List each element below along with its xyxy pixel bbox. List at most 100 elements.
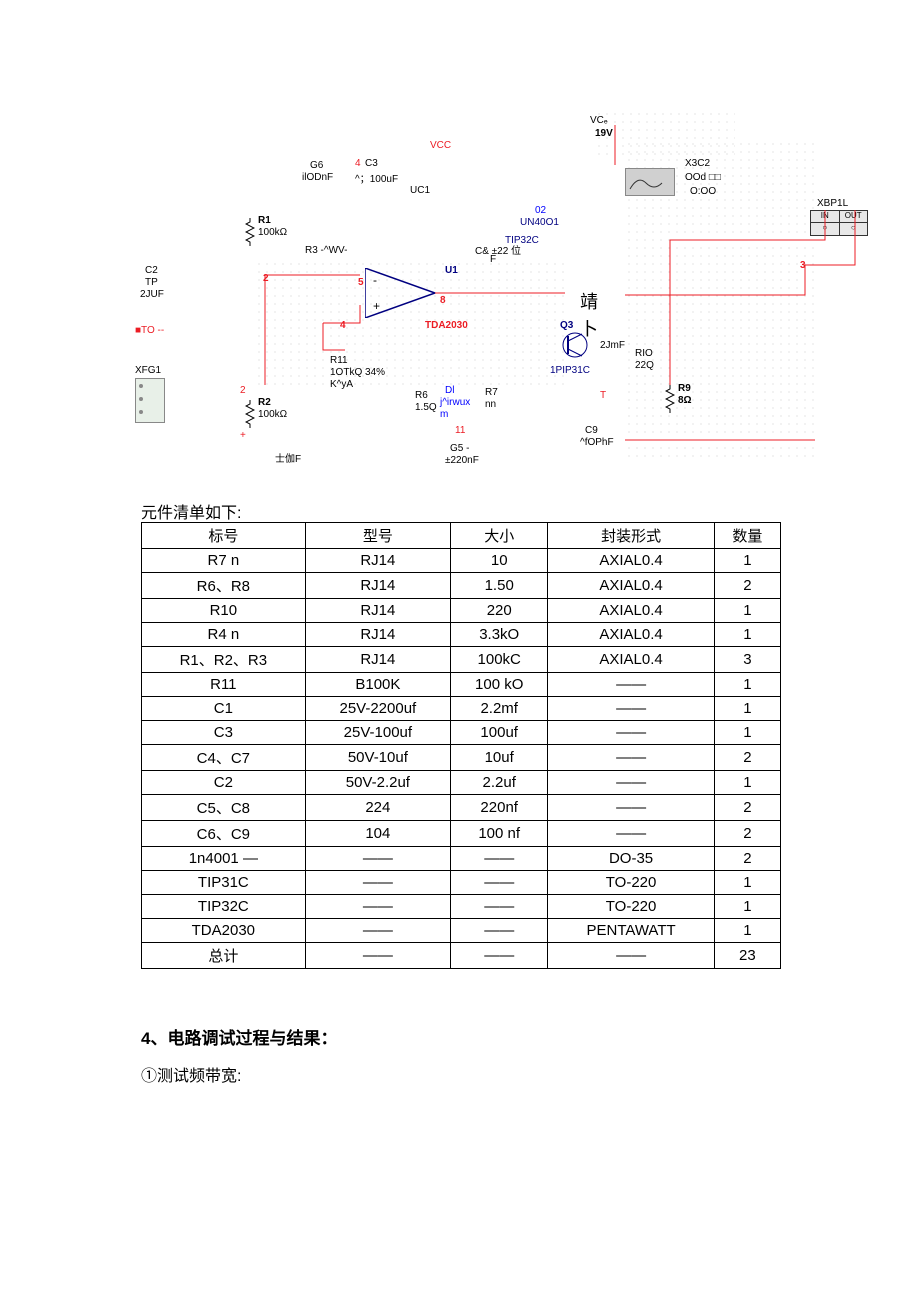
table-cell: —— [451,919,548,943]
table-cell: —— [305,919,450,943]
table-row: R11B100K100 kO——1 [142,673,781,697]
table-cell: 2 [714,847,780,871]
table-cell: C4、C7 [142,745,306,771]
table-cell: 25V-100uf [305,721,450,745]
bom-header-1: 型号 [305,523,450,549]
table-cell: AXIAL0.4 [548,647,714,673]
table-cell: 104 [305,821,450,847]
table-row: R10RJ14220AXIAL0.41 [142,599,781,623]
table-cell: AXIAL0.4 [548,623,714,647]
table-row: C125V-2200uf2.2mf——1 [142,697,781,721]
table-cell: —— [451,943,548,969]
table-cell: 100uf [451,721,548,745]
table-cell: 总计 [142,943,306,969]
table-cell: —— [451,847,548,871]
table-cell: 50V-10uf [305,745,450,771]
table-cell: 2 [714,795,780,821]
table-cell: R10 [142,599,306,623]
table-cell: TIP32C [142,895,306,919]
table-cell: 23 [714,943,780,969]
table-cell: RJ14 [305,573,450,599]
table-row: C5、C8224220nf——2 [142,795,781,821]
table-cell: 2 [714,821,780,847]
table-cell: 1 [714,721,780,745]
table-cell: TO-220 [548,871,714,895]
table-cell: R7 n [142,549,306,573]
wires [145,110,885,470]
table-cell: 100 kO [451,673,548,697]
table-cell: 1n4001 — [142,847,306,871]
table-cell: R4 n [142,623,306,647]
table-cell: —— [451,871,548,895]
table-cell: —— [548,795,714,821]
bom-header-0: 标号 [142,523,306,549]
table-cell: 1 [714,697,780,721]
table-cell: 1 [714,673,780,697]
table-cell: DO-35 [548,847,714,871]
table-cell: AXIAL0.4 [548,549,714,573]
table-cell: —— [305,847,450,871]
table-cell: B100K [305,673,450,697]
table-cell: —— [305,871,450,895]
table-cell: 224 [305,795,450,821]
table-cell: RJ14 [305,549,450,573]
table-cell: C2 [142,771,306,795]
table-cell: —— [548,771,714,795]
table-cell: 2 [714,573,780,599]
table-row: 总计——————23 [142,943,781,969]
table-cell: —— [548,745,714,771]
table-cell: C5、C8 [142,795,306,821]
table-cell: —— [548,821,714,847]
table-row: TIP32C————TO-2201 [142,895,781,919]
table-cell: 2.2uf [451,771,548,795]
table-cell: 3 [714,647,780,673]
table-cell: —— [451,895,548,919]
table-cell: TO-220 [548,895,714,919]
table-cell: C1 [142,697,306,721]
table-cell: —— [305,943,450,969]
table-cell: R11 [142,673,306,697]
table-cell: 220 [451,599,548,623]
table-row: R6、R8RJ141.50AXIAL0.42 [142,573,781,599]
section-4-title: 4、电路调试过程与结果： [141,1024,337,1049]
table-cell: 1.50 [451,573,548,599]
table-cell: —— [548,697,714,721]
table-cell: 25V-2200uf [305,697,450,721]
table-cell: 220nf [451,795,548,821]
table-cell: 2.2mf [451,697,548,721]
bom-header-2: 大小 [451,523,548,549]
table-cell: AXIAL0.4 [548,599,714,623]
table-cell: 1 [714,919,780,943]
table-row: C4、C750V-10uf10uf——2 [142,745,781,771]
table-cell: RJ14 [305,599,450,623]
table-cell: 1 [714,771,780,795]
bom-table: 标号 型号 大小 封装形式 数量 R7 nRJ1410AXIAL0.41R6、R… [141,522,781,969]
table-row: 1n4001 —————DO-352 [142,847,781,871]
table-cell: C6、C9 [142,821,306,847]
table-cell: 3.3kO [451,623,548,647]
table-cell: AXIAL0.4 [548,573,714,599]
table-cell: 100kC [451,647,548,673]
table-cell: TIP31C [142,871,306,895]
table-cell: —— [548,673,714,697]
table-cell: —— [305,895,450,919]
bom-header-3: 封装形式 [548,523,714,549]
table-row: C325V-100uf100uf——1 [142,721,781,745]
table-cell: 10uf [451,745,548,771]
bom-header-row: 标号 型号 大小 封装形式 数量 [142,523,781,549]
table-cell: RJ14 [305,647,450,673]
table-cell: R1、R2、R3 [142,647,306,673]
table-cell: C3 [142,721,306,745]
table-cell: R6、R8 [142,573,306,599]
table-row: C250V-2.2uf2.2uf——1 [142,771,781,795]
table-cell: 1 [714,599,780,623]
table-cell: 2 [714,745,780,771]
table-cell: 1 [714,549,780,573]
table-cell: RJ14 [305,623,450,647]
table-cell: 1 [714,895,780,919]
table-cell: PENTAWATT [548,919,714,943]
table-row: R4 nRJ143.3kOAXIAL0.41 [142,623,781,647]
table-row: R1、R2、R3RJ14100kCAXIAL0.43 [142,647,781,673]
table-cell: 1 [714,871,780,895]
table-cell: —— [548,721,714,745]
